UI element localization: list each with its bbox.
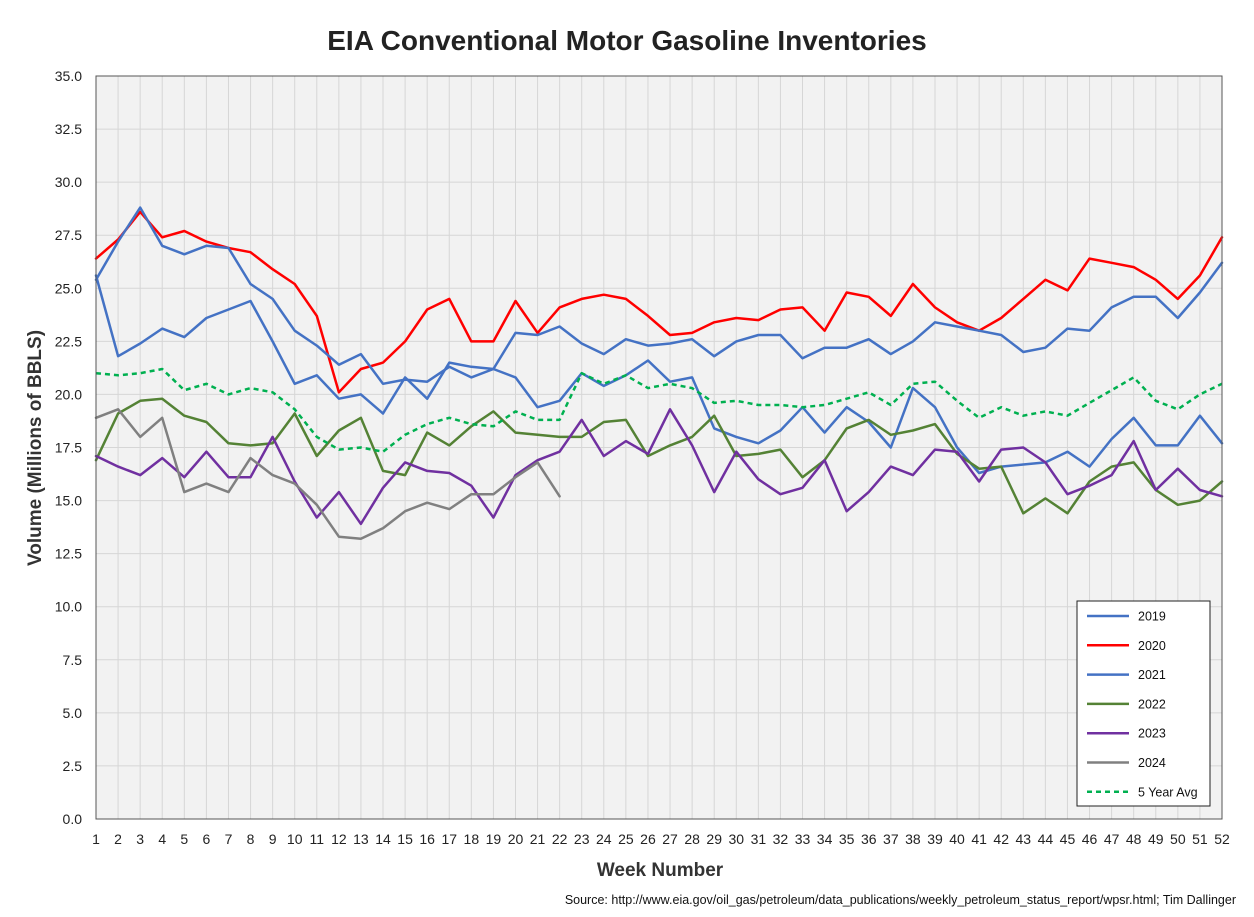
x-tick-label: 52 (1214, 831, 1230, 847)
x-tick-label: 18 (464, 831, 480, 847)
x-tick-label: 46 (1082, 831, 1098, 847)
x-tick-label: 21 (530, 831, 546, 847)
x-tick-label: 42 (993, 831, 1009, 847)
legend-label: 2022 (1138, 697, 1166, 711)
grid (95, 75, 1223, 820)
y-tick-label: 32.5 (55, 121, 82, 137)
x-tick-label: 39 (927, 831, 943, 847)
y-tick-label: 20.0 (55, 386, 82, 402)
x-tick-label: 45 (1060, 831, 1076, 847)
x-tick-label: 43 (1016, 831, 1032, 847)
y-tick-label: 15.0 (55, 493, 82, 509)
x-tick-label: 31 (751, 831, 767, 847)
source-note: Source: http://www.eia.gov/oil_gas/petro… (565, 893, 1236, 907)
x-tick-label: 49 (1148, 831, 1164, 847)
x-tick-label: 12 (331, 831, 347, 847)
plot-border (95, 75, 1223, 820)
x-tick-label: 13 (353, 831, 369, 847)
y-tick-label: 5.0 (63, 705, 83, 721)
legend-label: 2021 (1138, 668, 1166, 682)
x-tick-label: 11 (310, 831, 325, 847)
legend-label: 2019 (1138, 610, 1166, 624)
series-line-2020 (94, 210, 1224, 394)
x-tick-label: 1 (92, 831, 100, 847)
x-tick-label: 20 (508, 831, 524, 847)
y-tick-label: 30.0 (55, 174, 82, 190)
series-line-2024 (94, 408, 561, 541)
x-tick-label: 41 (971, 831, 987, 847)
y-tick-label: 22.5 (55, 333, 82, 349)
x-tick-label: 36 (861, 831, 877, 847)
legend-label: 5 Year Avg (1138, 785, 1198, 799)
x-tick-label: 30 (728, 831, 744, 847)
series-line-2019 (94, 274, 1224, 475)
x-tick-label: 33 (795, 831, 811, 847)
x-tick-label: 4 (158, 831, 166, 847)
x-tick-label: 38 (905, 831, 921, 847)
x-tick-label: 6 (202, 831, 210, 847)
x-tick-label: 17 (441, 831, 457, 847)
x-tick-label: 16 (419, 831, 435, 847)
legend-label: 2024 (1138, 756, 1166, 770)
x-axis-title: Week Number (597, 860, 724, 881)
y-tick-label: 27.5 (55, 227, 82, 243)
y-tick-label: 7.5 (63, 652, 83, 668)
x-tick-label: 3 (136, 831, 144, 847)
x-tick-label: 9 (269, 831, 277, 847)
x-tick-label: 7 (225, 831, 233, 847)
x-tick-label: 10 (287, 831, 303, 847)
x-tick-label: 44 (1038, 831, 1054, 847)
legend-label: 2020 (1138, 639, 1166, 653)
series-line-2023 (94, 408, 1224, 526)
x-tick-label: 29 (706, 831, 722, 847)
x-tick-label: 19 (486, 831, 502, 847)
y-tick-label: 12.5 (55, 546, 82, 562)
x-tick-label: 32 (773, 831, 789, 847)
y-tick-label: 35.0 (55, 68, 82, 84)
y-tick-label: 0.0 (63, 811, 83, 827)
axes: 0.0 2.5 5.0 7.5 10.0 12.5 15.0 17.5 20.0 22.5 25.0… (55, 68, 1230, 847)
x-tick-label: 24 (596, 831, 612, 847)
x-tick-label: 22 (552, 831, 568, 847)
x-tick-label: 50 (1170, 831, 1186, 847)
series-line-2022 (94, 397, 1224, 515)
x-tick-label: 37 (883, 831, 899, 847)
y-tick-label: 2.5 (63, 758, 83, 774)
x-tick-label: 28 (684, 831, 700, 847)
x-tick-label: 48 (1126, 831, 1142, 847)
y-tick-label: 10.0 (55, 599, 82, 615)
y-axis-title: Volume (Millions of BBLS) (25, 330, 46, 566)
x-tick-label: 35 (839, 831, 855, 847)
x-tick-label: 47 (1104, 831, 1120, 847)
y-tick-label: 17.5 (55, 440, 82, 456)
x-tick-label: 23 (574, 831, 590, 847)
legend: 2019 2020 2021 2022 2023 2024 5 Year Avg (1076, 600, 1211, 807)
chart-title: EIA Conventional Motor Gasoline Inventor… (327, 25, 926, 56)
series-layer (94, 206, 1224, 541)
x-tick-label: 27 (662, 831, 678, 847)
x-tick-label: 5 (180, 831, 188, 847)
legend-label: 2023 (1138, 727, 1166, 741)
x-tick-label: 51 (1192, 831, 1208, 847)
y-tick-label: 25.0 (55, 280, 82, 296)
series-line-2021 (94, 206, 1224, 386)
x-tick-label: 25 (618, 831, 634, 847)
x-tick-label: 15 (397, 831, 413, 847)
x-tick-label: 26 (640, 831, 656, 847)
x-tick-label: 2 (114, 831, 122, 847)
x-tick-label: 34 (817, 831, 833, 847)
x-tick-label: 14 (375, 831, 391, 847)
series-line-5-year-avg (95, 367, 1223, 453)
x-tick-label: 8 (247, 831, 255, 847)
x-tick-label: 40 (949, 831, 965, 847)
